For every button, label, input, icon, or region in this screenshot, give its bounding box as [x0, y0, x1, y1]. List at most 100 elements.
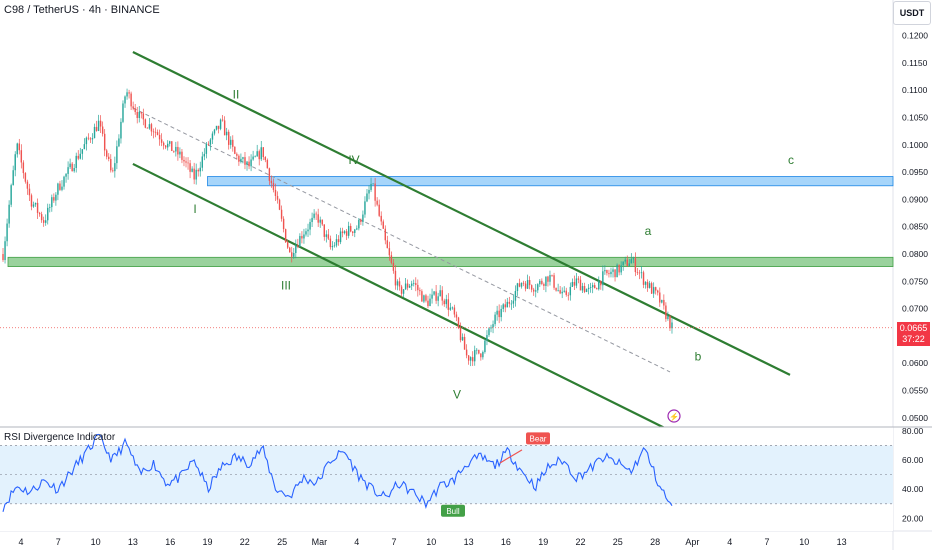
candle-body [122, 103, 124, 122]
candle-body [539, 280, 541, 285]
candle-body [472, 357, 474, 362]
candle-body [4, 241, 6, 261]
wave-label: IV [348, 153, 359, 167]
candle-body [496, 310, 498, 315]
candle-body [537, 284, 539, 291]
candle-body [191, 168, 193, 172]
price-tick-label: 0.1200 [902, 31, 928, 41]
time-tick-label: 4 [354, 537, 359, 547]
rsi-tick-label: 20.00 [902, 513, 924, 523]
candle-body [610, 271, 612, 275]
price-tick-label: 0.1100 [902, 85, 928, 95]
candle-body [12, 170, 14, 186]
candle-body [315, 213, 317, 215]
candle-body [303, 234, 305, 239]
candle-body [476, 349, 478, 351]
marker-badge [441, 504, 465, 517]
currency-selector[interactable]: USDT [893, 1, 931, 25]
candle-body [577, 278, 580, 280]
candle-body [264, 157, 267, 161]
candle-body [335, 239, 338, 246]
candle-body [406, 283, 409, 288]
candle-body [665, 305, 667, 319]
price-tick-label: 0.0750 [902, 276, 928, 286]
candle-body [648, 283, 651, 288]
candle-body [368, 189, 370, 194]
wave-label: b [695, 349, 702, 363]
candle-body [40, 214, 43, 221]
candle-body [441, 290, 443, 301]
time-tick-label: 10 [799, 537, 809, 547]
candle-body [262, 147, 264, 158]
bar-countdown: 37:22 [902, 334, 925, 344]
candle-body [398, 281, 401, 287]
channel-upper-line [132, 51, 791, 376]
candle-body [555, 287, 557, 291]
candle-body [30, 195, 33, 207]
candle-body [488, 328, 490, 336]
candle-body [376, 200, 378, 205]
chart-title: C98 / TetherUS · 4h · BINANCE [4, 4, 160, 16]
candle-body [305, 231, 307, 235]
candle-body [569, 286, 572, 296]
candle-body [581, 286, 584, 291]
candle-body [246, 161, 248, 165]
time-tick-label: 22 [575, 537, 585, 547]
candle-body [236, 153, 238, 156]
candle-body [400, 286, 403, 294]
candle-body [329, 238, 332, 248]
candle-body [108, 156, 110, 160]
candle-body [26, 181, 29, 189]
time-tick-label: 4 [18, 537, 23, 547]
candle-body [333, 245, 336, 247]
candle-body [616, 264, 618, 278]
candle-body [228, 131, 230, 145]
candle-body [248, 161, 250, 167]
candle-body [427, 300, 429, 307]
candle-body [223, 120, 226, 136]
candle-body [266, 160, 269, 169]
candle-body [467, 355, 470, 361]
candle-body [286, 242, 289, 248]
candle-body [482, 351, 484, 358]
candle-body [152, 131, 155, 133]
candle-body [528, 280, 531, 286]
candle-body [667, 315, 669, 319]
candle-body [289, 247, 291, 253]
candle-body [59, 183, 61, 190]
candle-body [53, 197, 55, 201]
candle-body [47, 207, 49, 221]
candle-body [244, 157, 246, 165]
time-tick-label: 4 [727, 537, 732, 547]
candle-body [524, 283, 527, 289]
candle-body [179, 151, 181, 155]
candle-body [189, 163, 191, 172]
indicator-title[interactable]: RSI Divergence Indicator [4, 432, 116, 443]
candle-body [551, 275, 553, 276]
rsi-tick-label: 60.00 [902, 455, 924, 465]
candle-body [272, 183, 275, 190]
candle-body [197, 169, 199, 172]
candle-body [413, 283, 415, 284]
candle-body [238, 155, 240, 162]
candle-body [81, 149, 84, 154]
candle-body [459, 327, 462, 341]
candle-body [187, 162, 189, 164]
candle-body [451, 307, 454, 309]
candle-body [160, 139, 163, 143]
candle-body [126, 92, 128, 97]
candle-body [110, 159, 112, 171]
price-tick-label: 0.0900 [902, 194, 928, 204]
wave-label: c [788, 153, 794, 167]
candle-body [360, 219, 362, 222]
candle-body [571, 281, 574, 287]
candle-body [620, 265, 622, 273]
candle-body [173, 151, 175, 152]
lightning-icon: ⚡ [669, 412, 679, 422]
price-tick-label: 0.0850 [902, 222, 928, 232]
candle-body [175, 146, 177, 152]
candle-body [671, 322, 673, 329]
time-tick-label: 25 [277, 537, 287, 547]
candle-body [65, 173, 67, 177]
